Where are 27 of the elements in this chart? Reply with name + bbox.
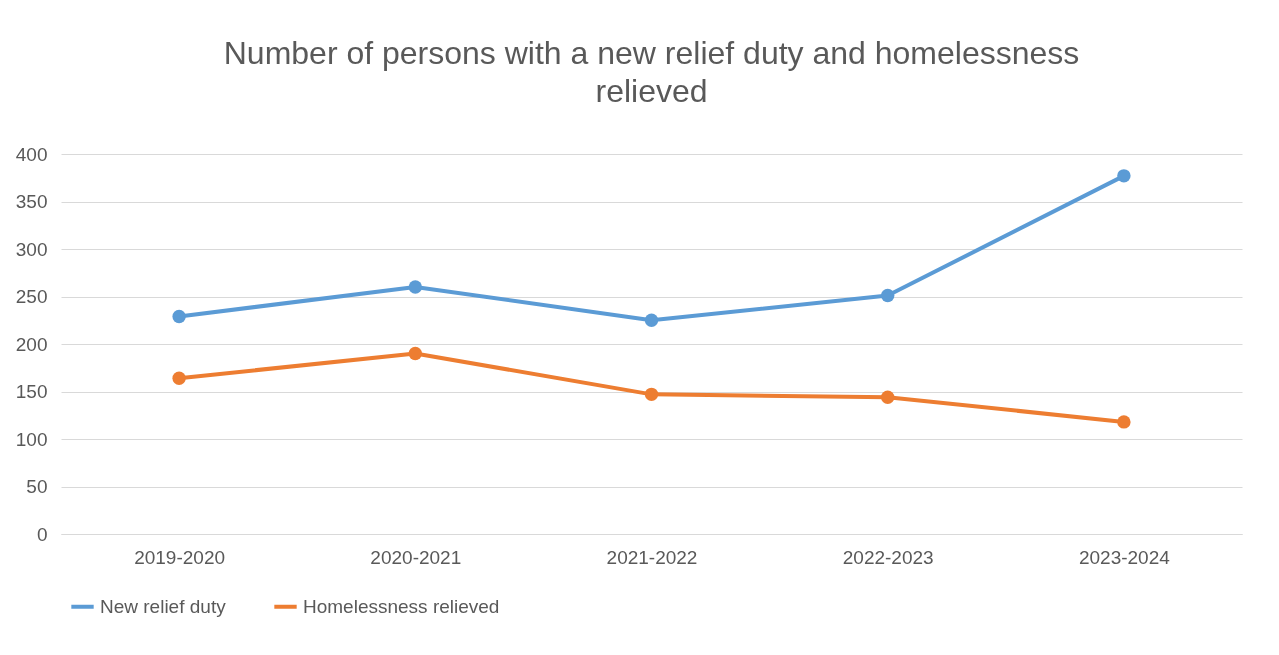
x-tick-label: 2023-2024 <box>1078 546 1171 568</box>
point <box>408 280 423 294</box>
y-tick-label: 350 <box>15 191 48 212</box>
point <box>880 288 895 303</box>
point <box>880 390 895 404</box>
point <box>644 313 659 327</box>
x-tick-label: 2022-2023 <box>842 546 934 568</box>
point <box>172 309 186 324</box>
legend-label: New relief duty <box>100 595 227 617</box>
y-tick-label: 250 <box>15 286 48 307</box>
point <box>1117 169 1131 183</box>
point <box>1117 415 1131 429</box>
point <box>644 387 659 402</box>
point <box>408 346 423 361</box>
y-tick-label: 200 <box>15 333 48 355</box>
y-tick-label: 0 <box>36 523 48 545</box>
point <box>172 371 186 385</box>
legend-label: Homelessness relieved <box>303 595 500 617</box>
y-tick-label: 150 <box>15 381 48 402</box>
chart-title: Number of persons with a new relief duty and homelessness relieved <box>223 35 1080 109</box>
x-tick-label: 2020-2021 <box>370 546 462 568</box>
y-tick-label: 400 <box>15 143 48 165</box>
y-tick-label: 300 <box>15 238 48 260</box>
y-tick-label: 50 <box>26 476 48 497</box>
x-tick-label: 2021-2022 <box>606 546 698 568</box>
x-tick-label: 2019-2020 <box>134 546 226 568</box>
y-tick-label: 100 <box>15 428 48 450</box>
